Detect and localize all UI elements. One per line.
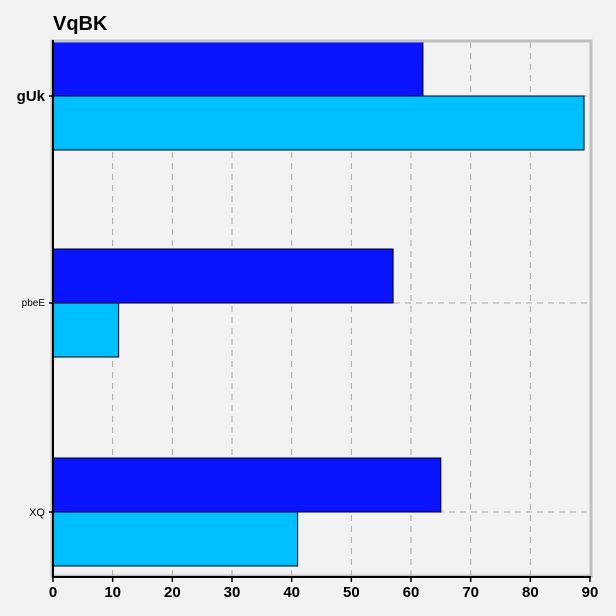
x-tick-label-50: 50 xyxy=(343,584,360,601)
x-tick-label-70: 70 xyxy=(462,584,479,601)
bar-XQ-series-1 xyxy=(52,457,442,513)
x-tick-label-40: 40 xyxy=(283,584,300,601)
x-tick-label-90: 90 xyxy=(582,584,599,601)
x-tick-label-20: 20 xyxy=(164,584,181,601)
x-tick-label-60: 60 xyxy=(403,584,420,601)
x-tick-label-0: 0 xyxy=(49,584,57,601)
bar-pbeE-series-1 xyxy=(52,248,394,304)
x-tick-label-10: 10 xyxy=(104,584,121,601)
y-tick-label-XQ: XQ xyxy=(29,507,45,519)
y-tick-label-pbeE: pbeE xyxy=(22,298,46,309)
bar-gUk-series-1 xyxy=(52,41,424,97)
bar-XQ-series-2 xyxy=(52,511,299,567)
bars xyxy=(52,41,585,567)
y-tick-label-gUk: gUk xyxy=(17,88,46,105)
bar-pbeE-series-2 xyxy=(52,302,120,358)
chart-title: VqBK xyxy=(53,13,108,35)
bar-gUk-series-2 xyxy=(52,95,585,151)
x-tick-label-80: 80 xyxy=(522,584,539,601)
axes xyxy=(49,39,593,582)
x-tick-label-30: 30 xyxy=(224,584,241,601)
tick-labels: 0 10 20 30 40 50 60 70 80 90 gUk pbeE XQ xyxy=(17,88,599,601)
